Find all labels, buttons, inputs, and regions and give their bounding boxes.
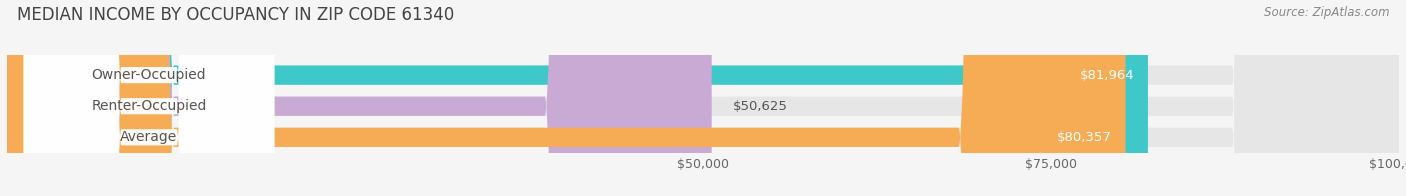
FancyBboxPatch shape: [24, 0, 274, 196]
Text: Owner-Occupied: Owner-Occupied: [91, 68, 207, 82]
FancyBboxPatch shape: [24, 0, 274, 196]
Text: $50,625: $50,625: [733, 100, 787, 113]
Text: Source: ZipAtlas.com: Source: ZipAtlas.com: [1264, 6, 1389, 19]
FancyBboxPatch shape: [7, 0, 1399, 196]
Text: Average: Average: [121, 130, 177, 144]
Text: Renter-Occupied: Renter-Occupied: [91, 99, 207, 113]
FancyBboxPatch shape: [7, 0, 1147, 196]
FancyBboxPatch shape: [7, 0, 1399, 196]
Text: $80,357: $80,357: [1057, 131, 1112, 144]
FancyBboxPatch shape: [7, 0, 1126, 196]
FancyBboxPatch shape: [24, 0, 274, 196]
Text: $81,964: $81,964: [1080, 69, 1135, 82]
FancyBboxPatch shape: [7, 0, 1399, 196]
FancyBboxPatch shape: [7, 0, 711, 196]
Text: MEDIAN INCOME BY OCCUPANCY IN ZIP CODE 61340: MEDIAN INCOME BY OCCUPANCY IN ZIP CODE 6…: [17, 6, 454, 24]
